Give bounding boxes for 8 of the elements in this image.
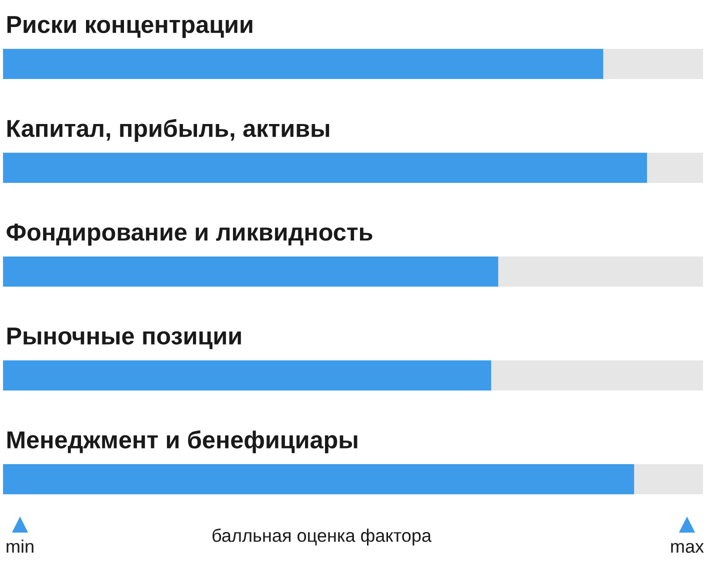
- y-tick-label: Капитал, прибыль, активы: [7, 118, 330, 142]
- y-tick-label: Фондирование и ликвидность: [6, 224, 372, 246]
- x-axis-title: балльная оценка фактора: [212, 528, 432, 546]
- y-tick-label: Риски концентрации: [7, 16, 252, 38]
- y-tick-label: Менеджмент и бенефициары: [7, 430, 358, 454]
- text: min: [6, 540, 34, 553]
- y-tick-label: Рыночные позиции: [7, 328, 241, 350]
- text: max: [671, 542, 704, 553]
